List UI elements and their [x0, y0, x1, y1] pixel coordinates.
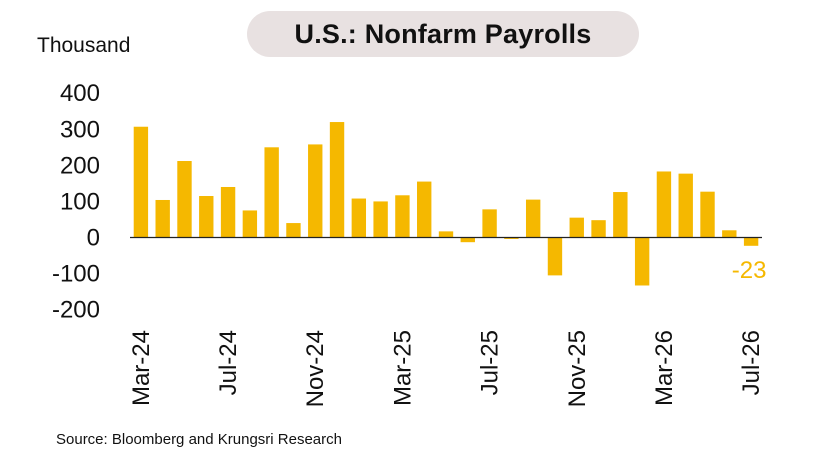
chart-title: U.S.: Nonfarm Payrolls — [294, 18, 592, 49]
bar-Jul-24 — [220, 186, 236, 238]
data-label: -23 — [732, 257, 767, 284]
bar-Apr-26 — [678, 173, 693, 238]
bar-Jul-26 — [743, 237, 759, 246]
bar-Mar-24 — [133, 126, 149, 238]
x-tick-label: Jul-26 — [738, 330, 765, 395]
bar-Feb-26 — [634, 237, 650, 286]
x-tick-label: Nov-25 — [564, 330, 591, 407]
x-tick-label: Mar-24 — [128, 330, 155, 406]
y-tick-label: 0 — [87, 225, 100, 252]
bar-Sep-25 — [525, 199, 541, 238]
y-tick-label: 100 — [60, 188, 100, 215]
bar-Apr-25 — [417, 181, 432, 238]
bar-Sep-24 — [264, 147, 279, 238]
x-tick-label: Nov-24 — [302, 330, 329, 407]
x-tick-label: Jul-25 — [477, 330, 504, 395]
bar-Feb-25 — [373, 201, 388, 238]
bar-Oct-25 — [547, 237, 563, 276]
bar-Jul-25 — [482, 209, 497, 238]
bar-Jun-25 — [460, 237, 475, 243]
bar-Jan-25 — [351, 198, 367, 238]
bar-Nov-25 — [569, 217, 584, 238]
bar-Aug-25 — [504, 237, 519, 239]
x-tick-label: Jul-24 — [215, 330, 242, 395]
bar-Dec-25 — [591, 220, 606, 238]
x-tick-label: Mar-25 — [389, 330, 416, 406]
bar-Jan-26 — [613, 192, 628, 238]
bar-Nov-24 — [308, 144, 323, 238]
bar-Mar-25 — [395, 195, 410, 238]
bar-Mar-26 — [656, 171, 672, 238]
bar-Jun-24 — [199, 196, 214, 238]
y-tick-label: 400 — [60, 80, 100, 107]
y-tick-label: -100 — [52, 261, 100, 288]
bar-May-24 — [177, 161, 192, 238]
bar-Oct-24 — [286, 223, 301, 238]
bar-Apr-24 — [155, 199, 170, 238]
bar-Dec-24 — [329, 122, 345, 238]
chart-title-box: U.S.: Nonfarm Payrolls — [247, 11, 639, 57]
x-tick-label: Mar-26 — [651, 330, 678, 406]
y-axis-unit-label: Thousand — [37, 34, 131, 57]
bar-Aug-24 — [242, 210, 258, 238]
bar-May-26 — [700, 191, 715, 238]
y-tick-label: -200 — [52, 297, 100, 324]
source-note: Source: Bloomberg and Krungsri Research — [56, 431, 342, 448]
y-tick-label: 200 — [60, 152, 100, 179]
bar-Jun-26 — [722, 230, 737, 238]
bar-May-25 — [438, 231, 454, 238]
y-tick-label: 300 — [60, 116, 100, 143]
